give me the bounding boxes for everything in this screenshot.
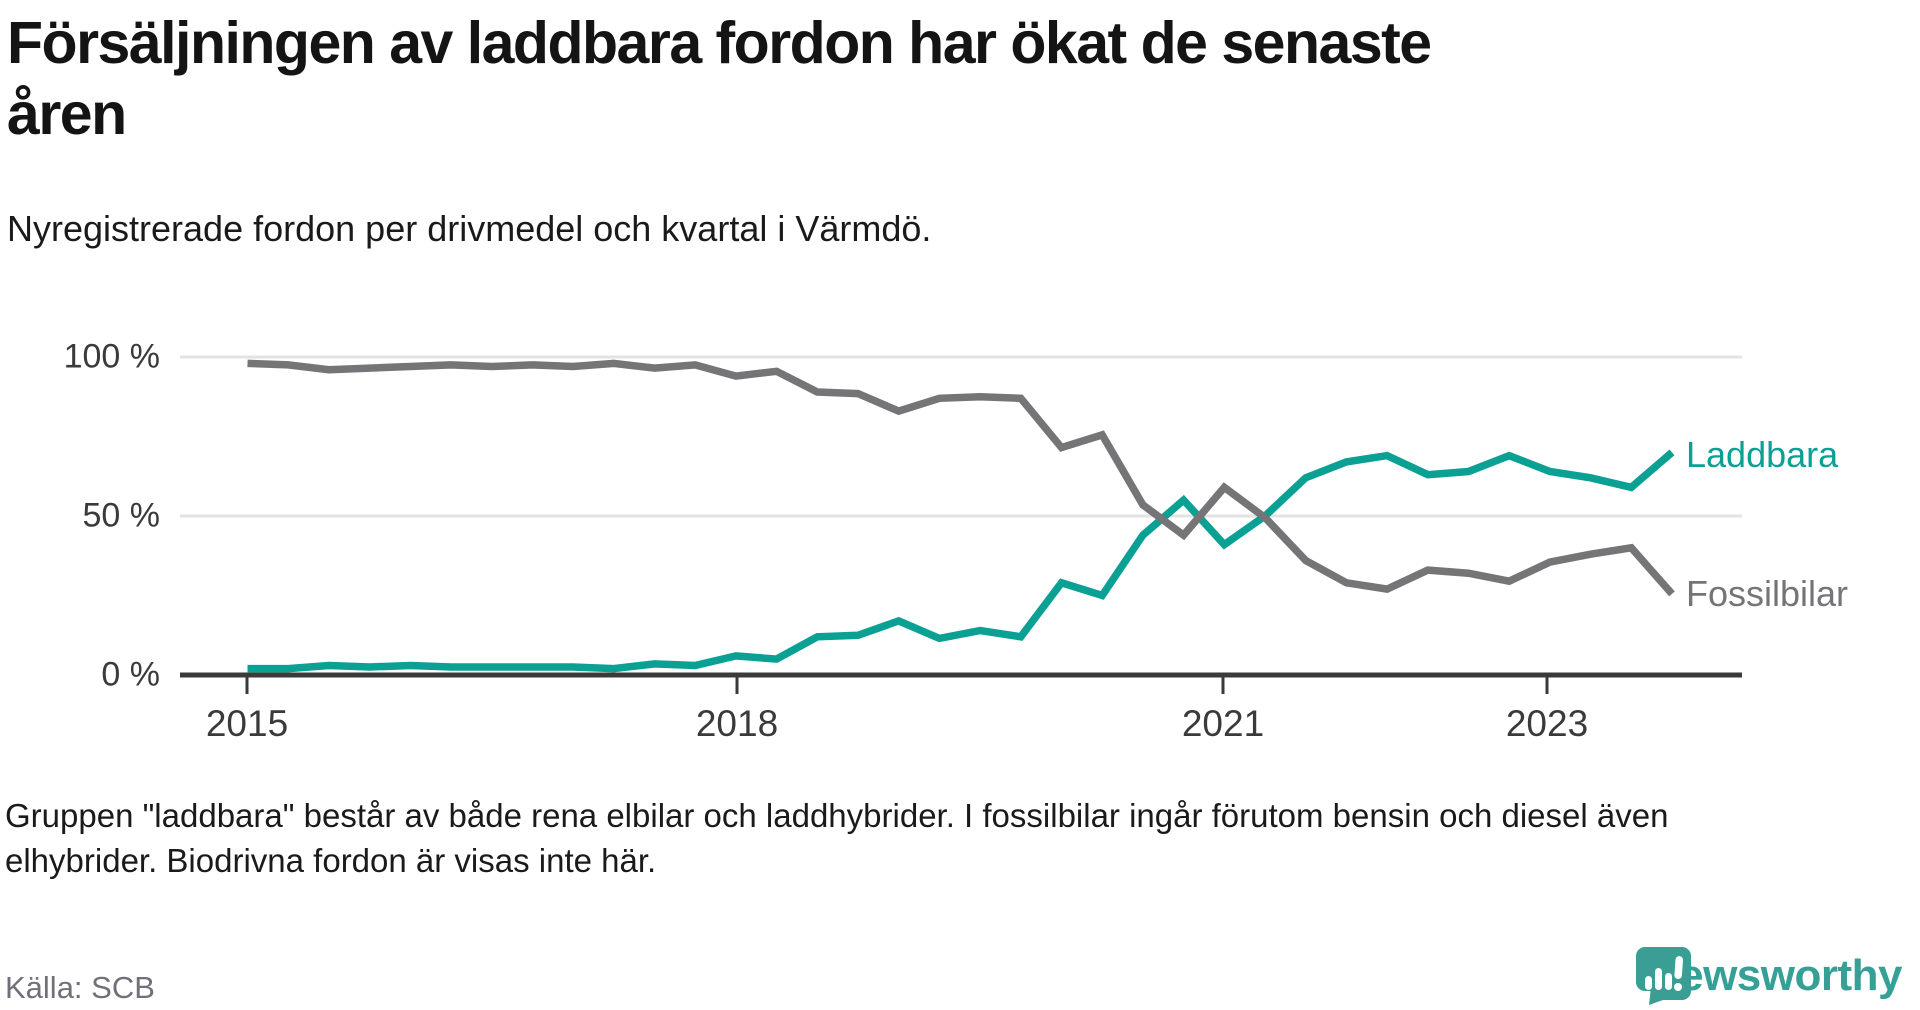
source-label: Källa: SCB (5, 970, 155, 1005)
series-label-laddbara: Laddbara (1686, 434, 1839, 475)
y-axis-label: 50 % (82, 496, 161, 535)
x-axis-label: 2023 (1505, 703, 1589, 744)
series-label-fossilbilar: Fossilbilar (1686, 573, 1849, 614)
y-axis-label: 100 % (63, 337, 160, 376)
series-line-laddbara (247, 449, 1675, 673)
chart-subtitle: Nyregistrerade fordon per drivmedel och … (7, 208, 932, 249)
series-line-fossilbilar (247, 359, 1675, 597)
footnote-line1: Gruppen "laddbara" består av både rena e… (5, 797, 1669, 834)
footnote-line2: elhybrider. Biodrivna fordon är visas in… (5, 842, 657, 879)
x-axis-label: 2018 (695, 703, 779, 744)
chart-title: Försäljningen av laddbara fordon har öka… (7, 8, 1432, 150)
x-axis-label: 2015 (205, 703, 289, 744)
chart-title-line2: åren (7, 81, 127, 147)
chart-title-line1: Försäljningen av laddbara fordon har öka… (7, 10, 1432, 76)
x-axis-label: 2021 (1181, 703, 1265, 744)
newsworthy-logo: Newsworthy (1634, 946, 1903, 1006)
footnote: Gruppen "laddbara" består av både rena e… (5, 793, 1668, 883)
y-axis-label: 0 % (101, 655, 160, 694)
